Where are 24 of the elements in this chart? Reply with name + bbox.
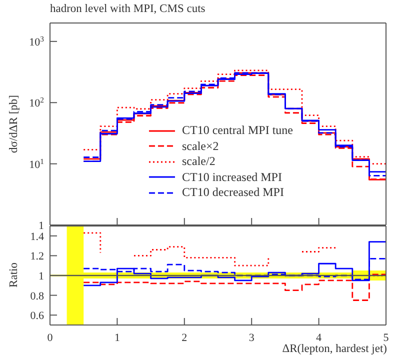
y-tick-label: 0.8: [30, 290, 44, 302]
x-tick-label: 0: [47, 332, 54, 344]
y-tick-label: 10$^{1}$: [29, 156, 44, 171]
x-tick-label: 5: [383, 332, 390, 344]
y-axis-title: dσ/dΔR [pb]: [8, 94, 20, 152]
y-tick-label: 0.6: [30, 310, 44, 322]
chart-title: hadron level with MPI, CMS cuts: [50, 3, 206, 15]
y-tick-label: 1: [38, 270, 44, 282]
legend-label: CT10 central MPI tune: [182, 123, 293, 138]
legend-label: scale×2: [182, 138, 219, 154]
y-tick-label: 10$^{3}$: [29, 34, 44, 48]
x-tick-label: 4: [316, 332, 322, 344]
y-tick-label: 1: [38, 220, 44, 232]
x-tick-label: 2: [182, 332, 188, 344]
y-tick-label: 1.2: [30, 250, 44, 263]
y-tick-label: 10$^{2}$: [29, 95, 44, 110]
legend-label: scale/2: [182, 154, 216, 170]
legend-label: CT10 decreased MPI: [182, 185, 284, 200]
x-tick-label: 3: [248, 332, 255, 344]
y-axis-title: Ratio: [8, 262, 20, 288]
x-tick-label: 1: [114, 332, 120, 344]
legend-label: CT10 increased MPI: [182, 170, 282, 185]
x-axis-title: ΔR(lepton, hardest jet): [282, 343, 387, 355]
y-tick-label: 1.4: [30, 230, 44, 243]
